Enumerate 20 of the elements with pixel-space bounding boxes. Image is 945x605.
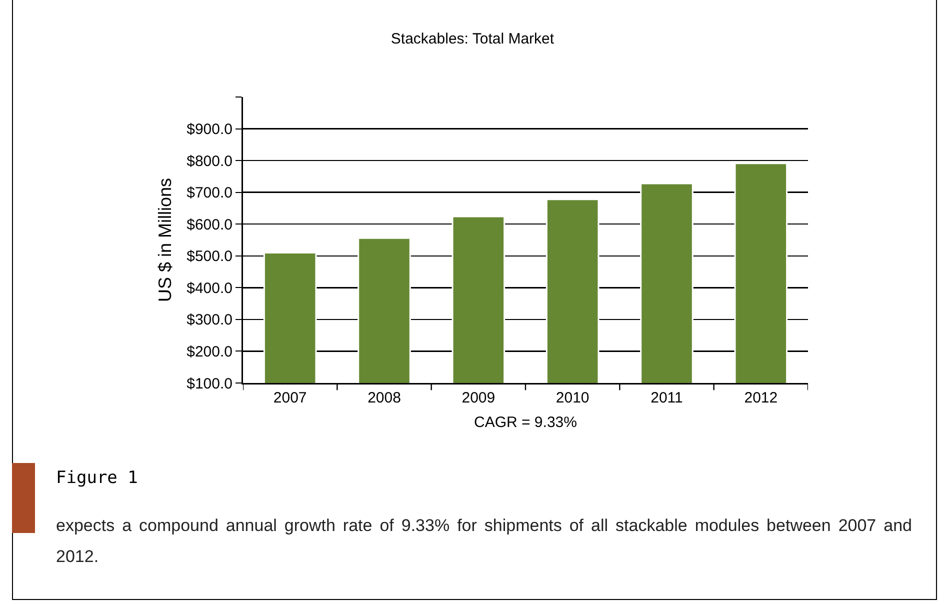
x-tick-label: 2009 (462, 390, 496, 406)
text: expects a compound annual growth rate of 9.33% for shipments of all stackable modules between 2007 and 2012. (56, 515, 912, 568)
y-tick-label: $400.0 (186, 280, 232, 297)
y-tick-label: $600.0 (186, 216, 232, 234)
y-tick-label: $300.0 (186, 312, 232, 329)
y-tick-label: $500.0 (186, 248, 232, 266)
x-tick-label: 2011 (650, 390, 683, 406)
chart-title: Stackables: Total Market (390, 30, 555, 48)
text: CAGR = 9.33% (474, 414, 577, 431)
y-tick-label: $200.0 (186, 343, 232, 360)
caption: Figure 1 (56, 468, 138, 488)
x-tick-label: 2008 (368, 390, 401, 406)
y-axis-title: US $ in Millions (155, 178, 176, 302)
y-tick-label: $700.0 (186, 184, 232, 202)
y-tick-label: $800.0 (186, 152, 232, 170)
y-tick-label: $900.0 (186, 121, 232, 138)
x-tick-label: 2012 (744, 390, 778, 406)
y-tick-label: $100.0 (186, 375, 232, 392)
x-tick-label: 2007 (273, 390, 307, 406)
x-tick-label: 2010 (556, 390, 590, 406)
